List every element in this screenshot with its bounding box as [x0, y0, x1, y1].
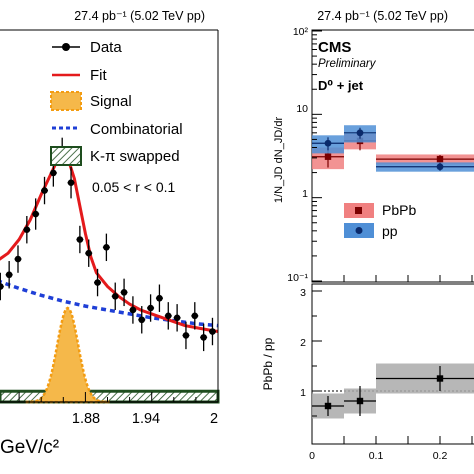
data-point — [0, 283, 4, 290]
legend-label: Combinatorial — [90, 121, 183, 138]
data-point — [156, 294, 163, 302]
y-tick-label: 10 — [296, 103, 308, 115]
cms-label: CMS — [318, 39, 351, 56]
legend-label: Data — [90, 39, 122, 56]
x-tick-label: 0 — [309, 450, 315, 462]
left-title: 27.4 pb⁻¹ (5.02 TeV pp) — [74, 9, 205, 23]
data-point — [120, 289, 128, 296]
data-point — [173, 314, 181, 322]
legend-kpi-swatch — [50, 146, 82, 166]
y-tick-label: 3 — [300, 287, 306, 299]
preliminary-label: Preliminary — [318, 58, 377, 70]
channel-label: D⁰ + jet — [318, 78, 364, 93]
ratio-y-axis-label: PbPb / pp — [261, 337, 275, 390]
legend-label: K-π swapped — [90, 148, 180, 165]
legend: Data Fit Signal Combinatorial K-π swappe… — [50, 39, 183, 166]
ratio-panel: 3 2 1 0 0.1 0.2 PbPb / pp — [261, 283, 474, 462]
signal-peak — [25, 306, 110, 404]
r-range-annotation: 0.05 < r < 0.1 — [92, 179, 175, 195]
y-axis-label-text: 1/N_JD dN_JD/dr — [273, 117, 285, 204]
data-point — [14, 255, 22, 263]
x-tick-label: 1.94 — [132, 411, 160, 427]
pp-marker — [324, 139, 332, 147]
bottom-frame — [311, 283, 474, 445]
data-point — [94, 279, 101, 286]
y-tick-label: 1 — [300, 387, 306, 399]
data-point — [200, 334, 207, 341]
ratio-marker — [436, 375, 444, 382]
pp-marker — [356, 129, 364, 137]
pp-marker — [436, 163, 444, 171]
data-point — [32, 210, 39, 218]
legend-label: Signal — [90, 93, 132, 110]
y-tick-label: 10² — [293, 26, 309, 38]
legend-label: pp — [382, 223, 398, 239]
data-point — [50, 169, 57, 177]
ratio-marker — [356, 397, 364, 405]
ratio-y-axis-label-text: PbPb / pp — [261, 337, 275, 390]
x-tick-label: 0.2 — [433, 450, 448, 462]
data-point — [138, 316, 146, 324]
data-point — [23, 226, 31, 234]
data-point — [76, 236, 84, 243]
legend-label: PbPb — [382, 202, 416, 218]
data-point — [5, 271, 13, 279]
combinatorial-curve — [0, 279, 219, 328]
legend-pbpb-marker — [355, 207, 362, 214]
data-point — [85, 249, 93, 257]
y-axis-label: 1/N_JD dN_JD/dr — [273, 117, 285, 204]
legend-label: Fit — [90, 67, 107, 84]
x-tick-label: 1.88 — [72, 411, 100, 427]
data-point — [111, 292, 119, 300]
radial-distribution-panel: 27.4 pb⁻¹ (5.02 TeV pp) 10² 10 1 10⁻¹ CM… — [273, 9, 474, 284]
right-title: 27.4 pb⁻¹ (5.02 TeV pp) — [317, 9, 448, 23]
y-tick-label: 2 — [300, 337, 306, 349]
ratio-marker — [324, 402, 332, 410]
data-point — [103, 244, 110, 251]
pbpb-marker — [436, 155, 444, 163]
legend-data-marker — [62, 43, 70, 51]
data-point — [191, 312, 199, 320]
data-point — [164, 312, 172, 320]
legend-signal-swatch — [50, 91, 82, 111]
x-axis-label: GeV/c² — [0, 437, 59, 458]
y-tick-label: 1 — [302, 188, 308, 200]
y-tick-label: 10⁻¹ — [287, 272, 308, 284]
mass-fit-panel: 27.4 pb⁻¹ (5.02 TeV pp) 1.88 1.94 2 GeV/… — [0, 9, 220, 458]
data-point — [129, 306, 137, 314]
data-point — [41, 187, 48, 194]
data-point — [147, 304, 154, 312]
fit-curve — [0, 153, 219, 333]
pbpb-marker — [324, 153, 332, 160]
x-tick-label: 2 — [210, 411, 218, 427]
legend-pp-marker — [355, 227, 363, 234]
x-tick-label: 0.1 — [369, 450, 384, 462]
data-point — [67, 179, 75, 187]
data-point — [209, 328, 216, 335]
data-point — [182, 332, 190, 339]
